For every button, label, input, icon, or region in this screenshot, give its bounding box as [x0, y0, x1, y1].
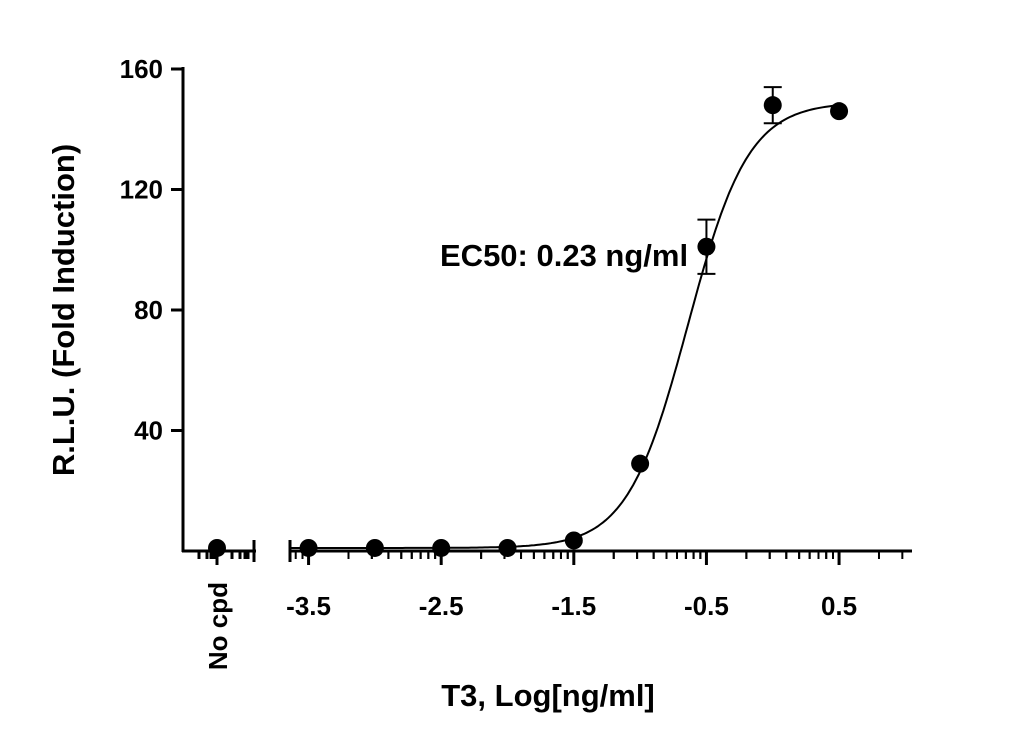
x-tick-label: -1.5 [551, 591, 596, 621]
y-axis-title: R.L.U. (Fold Induction) [46, 144, 81, 476]
data-point [763, 96, 782, 115]
axes [181, 67, 292, 565]
y-tick-label: 120 [120, 175, 163, 205]
x-tick-label: No cpd [203, 582, 233, 670]
data-point [365, 538, 384, 557]
fit-curve [290, 104, 840, 549]
y-tick-label: 160 [120, 54, 163, 84]
data-point [631, 454, 650, 473]
x-tick-label: -2.5 [419, 591, 464, 621]
data-point [432, 538, 451, 557]
data-point [830, 102, 849, 121]
data-point [299, 538, 318, 557]
data-point [564, 531, 583, 550]
annotation: EC50: 0.23 ng/ml [440, 238, 688, 273]
x-tick-label: -0.5 [684, 591, 729, 621]
data-point [697, 237, 716, 256]
x-tick-label: 0.5 [821, 591, 857, 621]
x-tick-label: -3.5 [286, 591, 331, 621]
x-axis-title: T3, Log[ng/ml] [441, 678, 655, 713]
y-tick-label: 40 [134, 416, 163, 446]
y-tick-label: 80 [134, 295, 163, 325]
data-point [498, 538, 517, 557]
data-point [208, 538, 226, 557]
